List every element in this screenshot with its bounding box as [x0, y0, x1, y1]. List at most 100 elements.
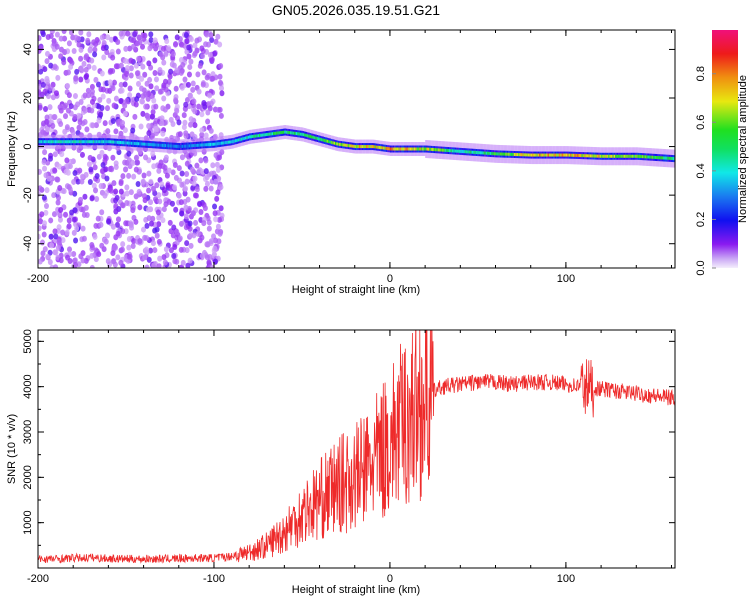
- noise-point: [139, 98, 145, 105]
- y-tick-label: 1000: [22, 510, 34, 534]
- ridge-core: [298, 132, 301, 136]
- ridge-core: [537, 153, 540, 157]
- snr-line: [38, 330, 675, 564]
- noise-point: [212, 245, 218, 252]
- ridge-core: [544, 153, 547, 157]
- colorbar-label: Normalized spectral amplitude: [737, 75, 749, 223]
- noise-point: [56, 163, 62, 170]
- noise-point: [122, 159, 128, 166]
- ridge-core: [311, 135, 313, 139]
- noise-point: [199, 45, 205, 52]
- ridge-core: [228, 140, 230, 144]
- ridge-core: [488, 151, 491, 155]
- ridge-core: [460, 149, 462, 153]
- noise-point: [44, 118, 50, 125]
- noise-point: [148, 36, 154, 43]
- noise-point: [118, 81, 124, 88]
- noise-point: [176, 165, 182, 172]
- noise-point: [38, 218, 44, 225]
- ridge-core: [472, 150, 475, 154]
- ridge-core: [668, 156, 671, 160]
- ridge-core: [256, 134, 258, 138]
- noise-point: [120, 120, 126, 127]
- noise-point: [107, 166, 113, 173]
- ridge-core: [491, 152, 493, 156]
- ridge-core: [470, 150, 472, 154]
- noise-point: [196, 88, 202, 95]
- ridge-core: [270, 132, 272, 136]
- ridge-core: [381, 146, 384, 150]
- noise-point: [173, 85, 179, 92]
- noise-point: [190, 86, 196, 93]
- ridge-core: [64, 140, 67, 144]
- noise-point: [197, 62, 203, 69]
- ridge-core: [587, 154, 589, 158]
- noise-point: [118, 30, 124, 37]
- noise-point: [145, 206, 151, 213]
- ridge-core: [102, 140, 105, 144]
- ridge-core: [574, 153, 576, 157]
- noise-point: [151, 97, 157, 104]
- noise-point: [188, 36, 194, 43]
- noise-point: [42, 66, 48, 73]
- noise-point: [210, 75, 216, 82]
- noise-point: [135, 181, 141, 188]
- ridge-core: [570, 153, 572, 157]
- noise-point: [205, 215, 211, 222]
- ridge-core: [453, 149, 455, 153]
- ridge-core: [342, 143, 344, 147]
- noise-point: [131, 37, 137, 44]
- noise-point: [108, 187, 114, 194]
- y-tick-label: 4000: [22, 374, 34, 398]
- noise-point: [157, 255, 163, 262]
- spectrogram-frame: [37, 29, 676, 269]
- ridge-core: [363, 145, 365, 149]
- ridge-core: [319, 137, 322, 141]
- noise-point: [204, 31, 210, 38]
- noise-point: [100, 45, 106, 52]
- ridge-core: [253, 134, 255, 138]
- ridge-core: [43, 140, 46, 144]
- ridge-core: [623, 154, 626, 158]
- ridge-core: [167, 144, 170, 148]
- ridge-core: [456, 149, 458, 153]
- ridge-core: [320, 138, 323, 142]
- ridge-core: [660, 156, 662, 160]
- noise-point: [78, 46, 84, 53]
- noise-point: [177, 131, 183, 138]
- ridge-core: [143, 142, 146, 146]
- noise-point: [53, 249, 59, 256]
- noise-point: [79, 178, 85, 185]
- noise-point: [208, 127, 214, 134]
- noise-point: [203, 157, 209, 164]
- ridge-core: [350, 144, 353, 148]
- noise-point: [87, 154, 93, 161]
- noise-point: [169, 61, 175, 68]
- noise-point: [128, 189, 134, 196]
- noise-point: [176, 119, 182, 126]
- noise-point: [217, 41, 223, 48]
- noise-point: [201, 220, 207, 227]
- noise-point: [184, 38, 190, 45]
- noise-point: [87, 47, 93, 54]
- ridge-core: [164, 144, 167, 148]
- ridge-core: [539, 153, 541, 157]
- noise-point: [133, 218, 139, 225]
- ridge-core: [434, 148, 437, 152]
- noise-point: [112, 243, 118, 250]
- noise-point: [99, 105, 105, 112]
- noise-point: [68, 63, 74, 70]
- ridge-core: [433, 148, 436, 152]
- ridge-core: [619, 154, 621, 158]
- noise-point: [159, 120, 165, 127]
- noise-point: [141, 226, 147, 233]
- ridge-core: [281, 130, 284, 134]
- noise-point: [192, 192, 198, 199]
- noise-point: [130, 127, 136, 134]
- ridge-core: [632, 154, 634, 158]
- noise-point: [203, 185, 209, 192]
- noise-point: [185, 196, 191, 203]
- noise-point: [188, 58, 194, 65]
- noise-point: [102, 192, 108, 199]
- noise-point: [164, 38, 170, 45]
